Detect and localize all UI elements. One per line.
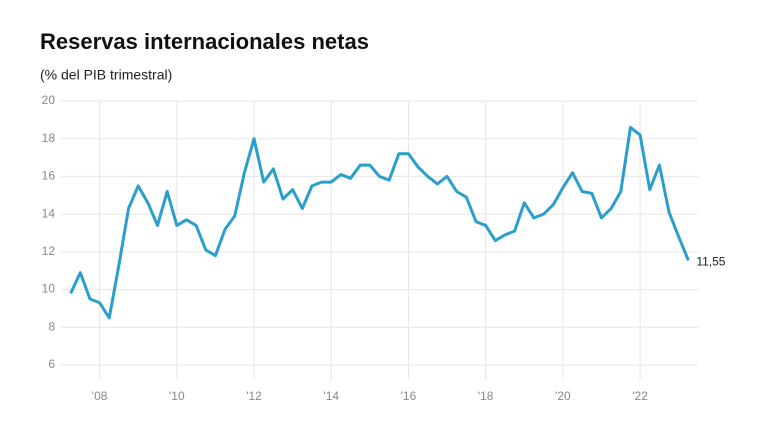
chart-title: Reservas internacionales netas (40, 29, 369, 54)
chart-subtitle: (% del PIB trimestral) (40, 67, 172, 83)
y-tick-label: 20 (42, 93, 56, 107)
x-tick-label: '18 (478, 389, 494, 403)
y-tick-label: 16 (42, 169, 56, 183)
x-tick-label: '14 (323, 389, 339, 403)
y-tick-label: 18 (42, 131, 56, 145)
x-tick-label: '08 (92, 389, 108, 403)
x-tick-label: '22 (632, 389, 648, 403)
x-tick-label: '20 (555, 389, 571, 403)
y-tick-label: 10 (42, 282, 56, 296)
x-tick-label: '16 (401, 389, 417, 403)
y-tick-label: 6 (48, 357, 55, 371)
value-label: 11,55 (696, 255, 725, 269)
y-tick-label: 8 (48, 319, 55, 333)
x-tick-label: '10 (169, 389, 185, 403)
line (69, 125, 690, 320)
y-tick-label: 14 (42, 206, 56, 220)
x-tick-label: '12 (246, 389, 262, 403)
y-tick-label: 12 (42, 244, 56, 258)
